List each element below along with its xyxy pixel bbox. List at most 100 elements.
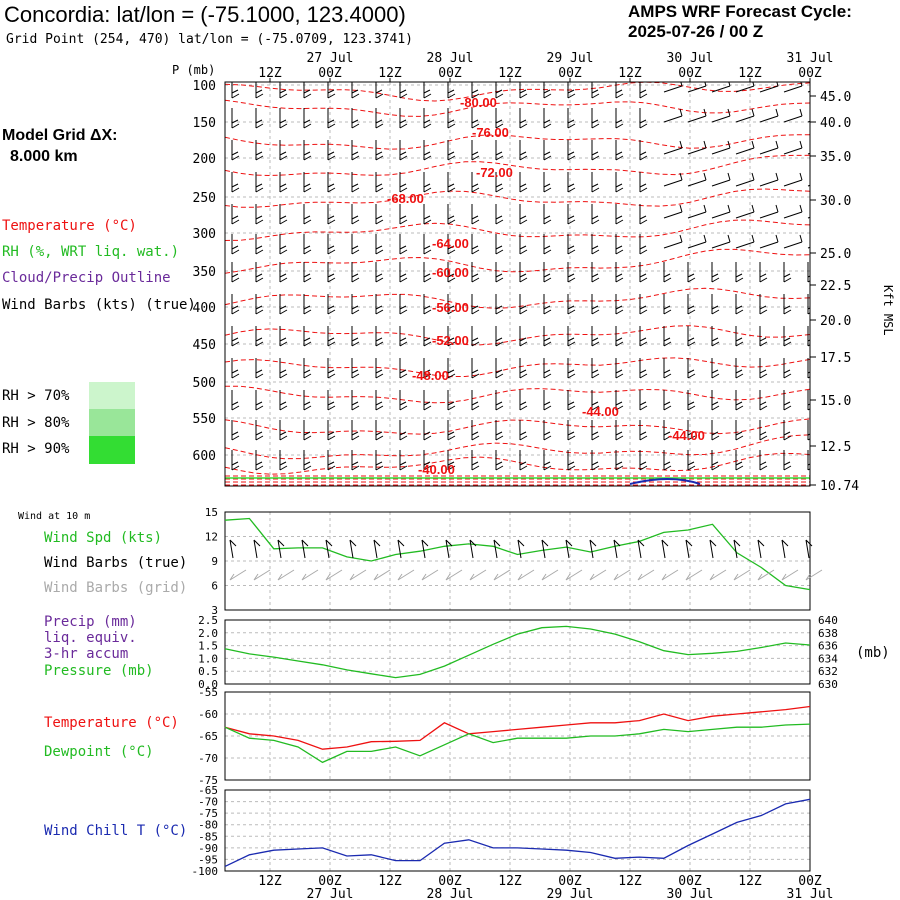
wind-barb <box>471 172 480 193</box>
wind-barb <box>591 294 600 315</box>
height-axis-title: Kft MSL <box>881 285 895 336</box>
wind-barb <box>399 358 408 379</box>
pressure-tick-label: 150 <box>193 116 216 131</box>
wind-barb <box>711 294 720 315</box>
wind-barb <box>519 450 528 471</box>
wind-barb <box>663 420 672 441</box>
wind-barb <box>423 262 432 283</box>
precip-label-3: 3-hr accum <box>44 646 128 662</box>
wind-barb <box>471 326 480 347</box>
wind-barb <box>687 326 696 347</box>
surface-wind-barb-grid <box>397 569 415 581</box>
temperature-contour-label: -40.00 <box>418 462 455 477</box>
wind-barb <box>303 82 312 99</box>
panel-frame <box>224 789 811 872</box>
pressure-tick-label: 350 <box>193 265 216 280</box>
precip-label-2: liq. equiv. <box>44 630 137 646</box>
wind-barb <box>423 358 432 379</box>
wind-barb <box>591 82 600 99</box>
wind-barb <box>399 140 408 161</box>
wind-barb <box>519 420 528 441</box>
wind-barb <box>807 184 810 187</box>
wind-barb <box>639 204 648 225</box>
y-tick-label: 2.0 <box>198 627 218 640</box>
surface-wind-barb-grid <box>685 569 703 581</box>
wind-barb <box>471 140 480 161</box>
wind-barb <box>351 262 360 283</box>
height-tick-label: 22.5 <box>820 279 851 294</box>
wind-barb <box>663 140 683 155</box>
wind-barb <box>639 172 648 193</box>
wind-barb <box>759 172 779 187</box>
surface-wind-barb <box>685 539 693 559</box>
wind-barb <box>687 294 696 315</box>
wind-barb <box>255 420 264 441</box>
temperature-plot: -55 -60 -65 -70 -75 <box>198 686 811 787</box>
grid-point-label: Grid Point (254, 470) lat/lon = (-75.070… <box>6 32 413 47</box>
wind-barb <box>375 358 384 379</box>
wind-barb <box>615 450 624 471</box>
pressure-tick-label: 200 <box>193 152 216 167</box>
pressure-tick-label: 638 <box>818 627 838 640</box>
wind-barb <box>279 326 288 347</box>
wind-barb <box>495 140 504 161</box>
wind-barb <box>279 358 288 379</box>
wind-barb <box>255 108 264 129</box>
wind-barb <box>639 140 648 161</box>
temperature-contour-label: -60.00 <box>432 265 469 280</box>
y-tick-label: 9 <box>211 555 218 568</box>
bottom-time-tick-label: 00Z <box>558 874 582 889</box>
wind-barb <box>591 108 600 129</box>
wind-barb <box>759 450 768 471</box>
top-time-tick-label: 12Z <box>498 66 522 81</box>
y-tick-label: 6 <box>211 580 218 593</box>
wind-barb <box>471 108 480 129</box>
wind-barb <box>255 172 264 193</box>
wind-barb <box>231 450 240 471</box>
wind-barb <box>759 420 768 441</box>
y-tick-label: -55 <box>198 686 218 699</box>
wind-barb <box>567 450 576 471</box>
top-time-tick-label: 12Z <box>618 66 642 81</box>
temperature-contour-label: -52.00 <box>432 333 469 348</box>
wind-barb <box>303 108 312 129</box>
top-time-tick-label: 12Z <box>738 66 762 81</box>
wind-barb <box>327 234 336 255</box>
dewpoint-label: Dewpoint (°C) <box>44 744 154 760</box>
wind-barb <box>639 294 648 315</box>
wind-barb <box>639 234 648 255</box>
wind-barb <box>807 262 810 283</box>
wind-barb <box>351 172 360 193</box>
wind-barb <box>519 358 528 379</box>
wind-barb <box>399 420 408 441</box>
wind-barb <box>303 358 312 379</box>
wind-barb <box>567 204 576 225</box>
wind-barb <box>399 82 408 99</box>
bottom-date-label: 29 Jul <box>547 887 594 900</box>
wind-barb <box>375 234 384 255</box>
wind-barb <box>759 390 768 411</box>
wind-speed-line <box>224 517 811 591</box>
wind-barb <box>615 358 624 379</box>
wind-barb <box>375 172 384 193</box>
top-date-label: 27 Jul <box>307 51 354 66</box>
cross-section-panel: -80.00 -76.00 -72.00 -68.00 -64.00 -60.00 -56.… <box>172 51 895 494</box>
wind-barb <box>495 294 504 315</box>
temperature-contour-label: -56.00 <box>432 300 469 315</box>
wind-barb <box>567 326 576 347</box>
temperature-contour-label: -80.00 <box>460 95 497 110</box>
wind-barb <box>687 234 707 249</box>
wind-barb <box>375 108 384 129</box>
bottom-time-tick-label: 00Z <box>438 874 462 889</box>
wind-barb <box>783 420 792 441</box>
wind-barb <box>399 450 408 471</box>
bottom-time-tick-label: 12Z <box>378 874 402 889</box>
top-time-tick-label: 00Z <box>558 66 582 81</box>
surface-wind-barb <box>301 539 309 559</box>
surface-wind-barb <box>565 539 573 559</box>
wind-barb <box>735 420 744 441</box>
pressure-tick-label: 400 <box>193 301 216 316</box>
wind-barb <box>759 204 779 219</box>
surface-wind-barb <box>805 539 813 559</box>
